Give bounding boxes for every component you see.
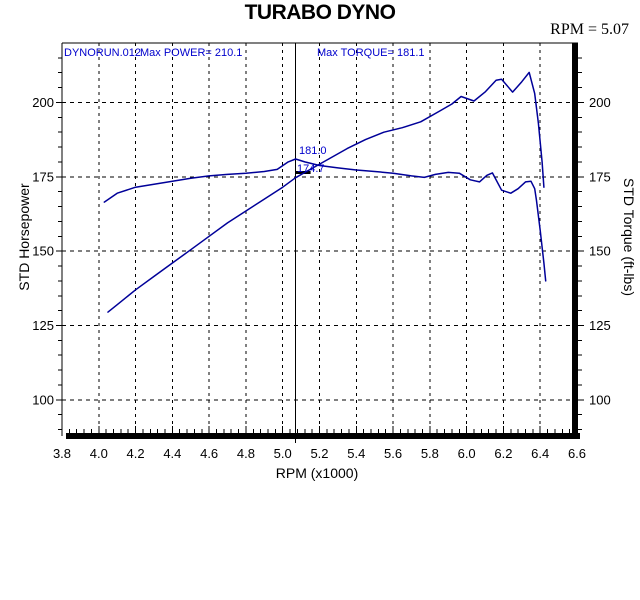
plot-border-right [572,43,578,439]
y-tick-label-left: 175 [32,169,54,184]
x-tick-label: 5.0 [274,446,292,461]
plot-border-bottom [66,433,580,439]
y-tick-label-right: 200 [589,95,611,110]
cursor-power-value: 174.7 [297,163,325,175]
power-curve [107,71,545,313]
cursor-torque-value: 181.0 [299,145,327,157]
y-tick-label-right: 150 [589,244,611,259]
y-axis-title-right: STD Torque (ft-lbs) [621,178,637,296]
x-tick-label: 5.2 [310,446,328,461]
y-tick-label-right: 100 [589,392,611,407]
x-tick-label: 5.8 [421,446,439,461]
y-axis-title-left: STD Horsepower [16,183,32,291]
x-tick-label: 4.0 [90,446,108,461]
x-tick-label: 5.4 [347,446,365,461]
y-tick-label-left: 100 [32,392,54,407]
page-title: TURABO DYNO [244,1,396,24]
y-tick-label-left: 200 [32,95,54,110]
x-tick-label: 3.8 [53,446,71,461]
y-tick-label-right: 175 [589,169,611,184]
torque-curve [103,158,547,282]
x-tick-label: 4.8 [237,446,255,461]
x-tick-label: 6.4 [531,446,549,461]
max-power-label: Max POWER= 210.1 [140,47,243,59]
x-tick-label: 4.2 [127,446,145,461]
x-tick-label: 6.2 [494,446,512,461]
y-tick-label-right: 125 [589,318,611,333]
cursor-marker [295,171,311,174]
x-axis-title: RPM (x1000) [275,465,359,481]
x-tick-label: 6.6 [568,446,586,461]
x-tick-label: 4.6 [200,446,218,461]
rpm-readout: RPM = 5.07 [550,21,629,38]
run-label: DYNORUN.012 [64,47,142,59]
y-tick-label-left: 150 [32,244,54,259]
y-tick-label-left: 125 [32,318,54,333]
max-torque-label: Max TORQUE= 181.1 [317,47,425,59]
x-tick-label: 4.4 [163,446,181,461]
x-tick-label: 5.6 [384,446,402,461]
x-tick-label: 6.0 [458,446,476,461]
